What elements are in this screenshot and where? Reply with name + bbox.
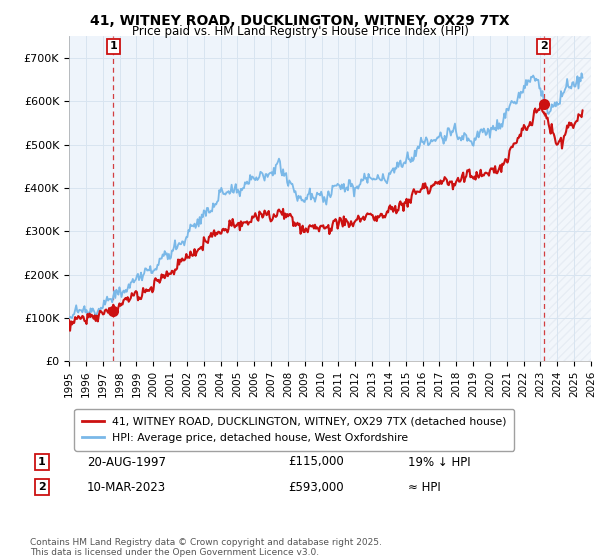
Text: 41, WITNEY ROAD, DUCKLINGTON, WITNEY, OX29 7TX: 41, WITNEY ROAD, DUCKLINGTON, WITNEY, OX… [90, 14, 510, 28]
Text: Contains HM Land Registry data © Crown copyright and database right 2025.
This d: Contains HM Land Registry data © Crown c… [30, 538, 382, 557]
Text: 1: 1 [38, 457, 46, 467]
Text: 10-MAR-2023: 10-MAR-2023 [87, 480, 166, 494]
Text: ≈ HPI: ≈ HPI [408, 480, 441, 494]
Text: 1: 1 [110, 41, 118, 52]
Legend: 41, WITNEY ROAD, DUCKLINGTON, WITNEY, OX29 7TX (detached house), HPI: Average pr: 41, WITNEY ROAD, DUCKLINGTON, WITNEY, OX… [74, 409, 514, 451]
Text: 19% ↓ HPI: 19% ↓ HPI [408, 455, 470, 469]
Bar [549, 36, 591, 361]
Text: 2: 2 [38, 482, 46, 492]
Bar [549, 36, 591, 361]
Text: £115,000: £115,000 [288, 455, 344, 469]
Text: Price paid vs. HM Land Registry's House Price Index (HPI): Price paid vs. HM Land Registry's House … [131, 25, 469, 38]
Text: 20-AUG-1997: 20-AUG-1997 [87, 455, 166, 469]
Text: 2: 2 [540, 41, 548, 52]
Text: £593,000: £593,000 [288, 480, 344, 494]
